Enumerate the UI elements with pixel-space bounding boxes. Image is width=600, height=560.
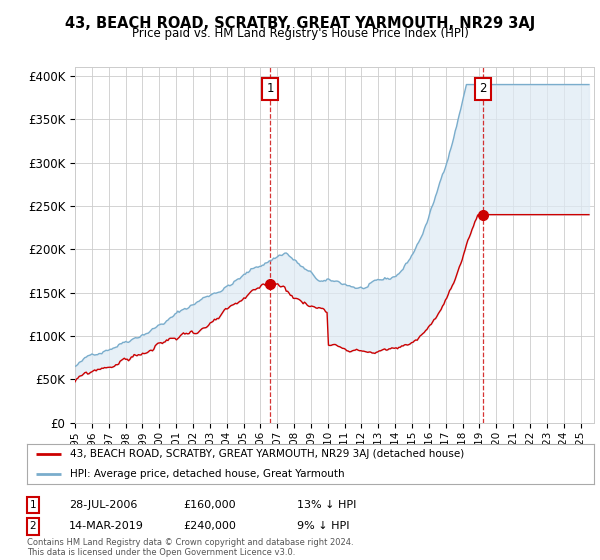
Text: 43, BEACH ROAD, SCRATBY, GREAT YARMOUTH, NR29 3AJ: 43, BEACH ROAD, SCRATBY, GREAT YARMOUTH,… — [65, 16, 535, 31]
Text: £160,000: £160,000 — [183, 500, 236, 510]
Text: 28-JUL-2006: 28-JUL-2006 — [69, 500, 137, 510]
Text: Price paid vs. HM Land Registry's House Price Index (HPI): Price paid vs. HM Land Registry's House … — [131, 27, 469, 40]
Text: 14-MAR-2019: 14-MAR-2019 — [69, 521, 144, 531]
Text: HPI: Average price, detached house, Great Yarmouth: HPI: Average price, detached house, Grea… — [70, 469, 344, 479]
Text: 1: 1 — [29, 500, 37, 510]
Text: 1: 1 — [266, 82, 274, 95]
Text: £240,000: £240,000 — [183, 521, 236, 531]
Text: Contains HM Land Registry data © Crown copyright and database right 2024.
This d: Contains HM Land Registry data © Crown c… — [27, 538, 353, 557]
Text: 43, BEACH ROAD, SCRATBY, GREAT YARMOUTH, NR29 3AJ (detached house): 43, BEACH ROAD, SCRATBY, GREAT YARMOUTH,… — [70, 449, 464, 459]
Text: 9% ↓ HPI: 9% ↓ HPI — [297, 521, 349, 531]
Text: 2: 2 — [479, 82, 487, 95]
Text: 2: 2 — [29, 521, 37, 531]
Text: 13% ↓ HPI: 13% ↓ HPI — [297, 500, 356, 510]
